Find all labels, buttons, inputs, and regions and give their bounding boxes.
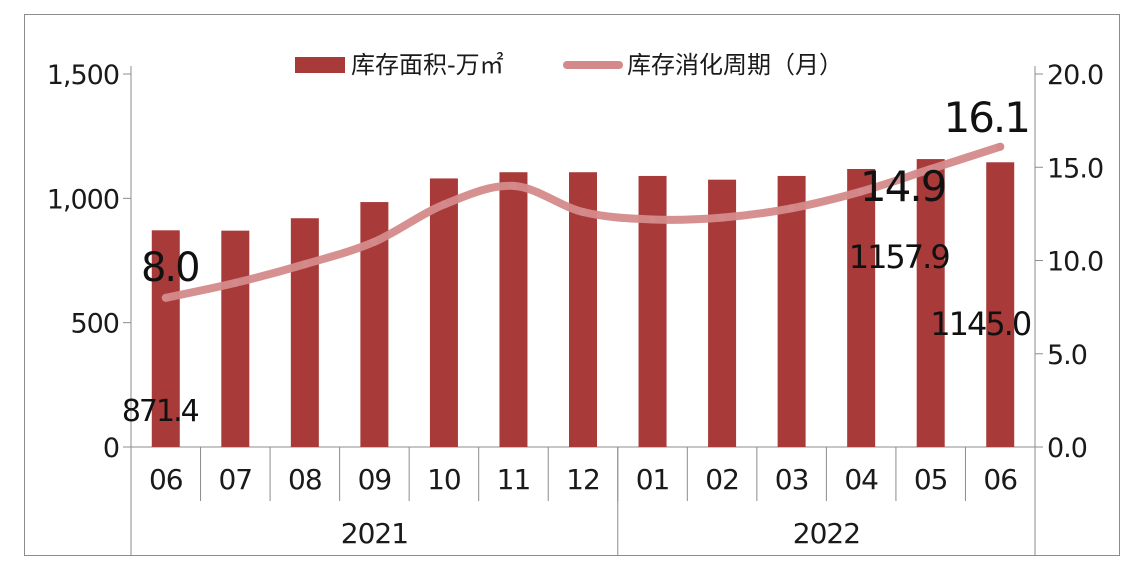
x-tick-label: 06: [149, 463, 183, 496]
y-left-tick-label: 500: [70, 309, 119, 340]
line-point: [926, 165, 935, 174]
line-point: [787, 204, 796, 213]
line-series: [161, 142, 1005, 302]
x-tick-label: 06: [983, 463, 1017, 496]
x-tick-label: 07: [218, 463, 252, 496]
legend-label: 库存消化周期（月）: [627, 51, 843, 79]
x-tick-label: 03: [775, 463, 809, 496]
y-right-tick-label: 10.0: [1047, 247, 1103, 278]
axes: 0 500 1,000 1,500 0.0 5.0 10.0 15.0 20.0 06 07 08 09…: [47, 60, 1104, 555]
legend: 库存面积-万㎡ 库存消化周期（月）: [295, 51, 843, 79]
x-tick-label: 08: [288, 463, 322, 496]
data-label: 8.0: [141, 245, 199, 291]
y-right-tick-label: 5.0: [1047, 340, 1087, 371]
line-point: [857, 187, 866, 196]
x-tick-label: 05: [914, 463, 948, 496]
data-label: 871.4: [122, 394, 199, 429]
bar: [986, 162, 1015, 447]
x-group-label: 2022: [793, 517, 860, 550]
x-tick-label: 01: [636, 463, 670, 496]
bar: [708, 179, 737, 447]
x-tick-label: 02: [705, 463, 739, 496]
x-tick-label: 10: [427, 463, 461, 496]
data-labels: 871.4 8.0 1157.9 14.9 1145.0 16.1: [122, 93, 1033, 429]
x-tick-label: 12: [566, 463, 600, 496]
bar: [151, 230, 180, 447]
bar: [499, 172, 528, 447]
data-label: 14.9: [860, 162, 946, 211]
bar: [847, 168, 876, 447]
y-right-tick-label: 15.0: [1047, 153, 1103, 184]
line-point: [996, 142, 1005, 151]
line-point: [718, 213, 727, 222]
bar-series: [151, 159, 1015, 448]
chart: 0 500 1,000 1,500 0.0 5.0 10.0 15.0 20.0 06 07 08 09…: [47, 51, 1104, 555]
bar: [429, 178, 458, 447]
line-point: [370, 237, 379, 246]
line-point: [231, 278, 240, 287]
line-point: [439, 200, 448, 209]
y-right-tick-label: 20.0: [1047, 60, 1103, 91]
line-point: [161, 293, 170, 302]
bar: [916, 159, 945, 448]
y-left-tick-label: 1,500: [47, 60, 119, 91]
x-tick-label: 09: [358, 463, 392, 496]
line-point: [648, 215, 657, 224]
chart-frame: 0 500 1,000 1,500 0.0 5.0 10.0 15.0 20.0 06 07 08 09…: [24, 14, 1120, 556]
line-point: [300, 260, 309, 269]
x-tick-label: 04: [844, 463, 878, 496]
x-group-label: 2021: [341, 517, 408, 550]
bar: [777, 175, 806, 447]
y-right-tick-label: 0.0: [1047, 433, 1087, 464]
bar: [290, 218, 319, 447]
data-label: 16.1: [943, 93, 1029, 142]
y-left-tick-label: 1,000: [47, 184, 119, 215]
y-left-tick-label: 0: [103, 433, 119, 464]
data-label: 1157.9: [849, 238, 950, 276]
data-label: 1145.0: [930, 305, 1031, 343]
legend-swatch-bar: [295, 57, 345, 73]
x-tick-label: 11: [497, 463, 531, 496]
bar: [221, 230, 250, 447]
line-point: [579, 208, 587, 217]
legend-label: 库存面积-万㎡: [351, 51, 504, 79]
line-point: [509, 181, 518, 190]
